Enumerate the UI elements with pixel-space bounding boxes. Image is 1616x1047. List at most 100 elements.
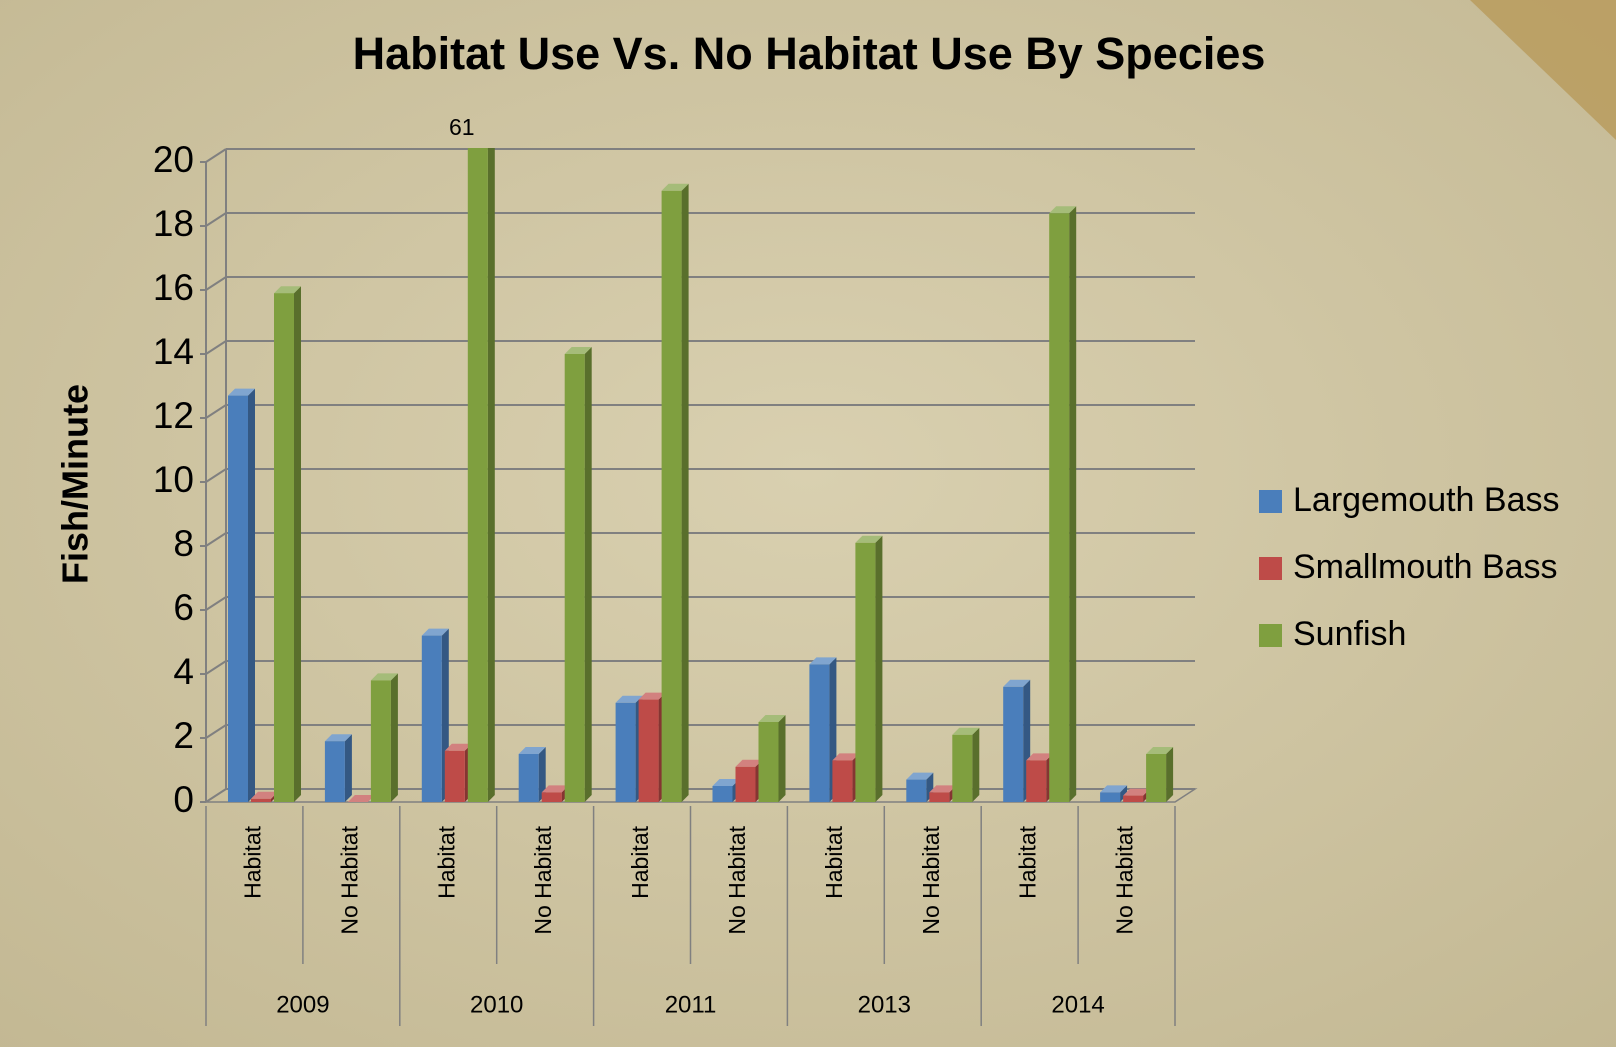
chart-title: Habitat Use Vs. No Habitat Use By Specie…	[353, 28, 1266, 79]
group-label: 2013	[858, 991, 911, 1018]
group-label: 2010	[470, 991, 523, 1018]
bar-top	[929, 785, 957, 793]
bar-side	[294, 286, 301, 802]
bar	[467, 148, 488, 802]
bar	[952, 734, 973, 802]
bar	[444, 750, 465, 802]
bar	[518, 754, 539, 802]
bar-top	[274, 286, 301, 294]
x-tick-label: Habitat	[240, 825, 266, 898]
bar-top	[758, 715, 786, 722]
x-tick-label: No Habitat	[1112, 825, 1138, 934]
bar-side	[1069, 206, 1077, 802]
bar-top	[370, 673, 398, 681]
y-tick-label: 18	[153, 203, 194, 244]
bar-top	[712, 779, 740, 786]
bar-top	[809, 657, 837, 665]
bar-side	[487, 148, 495, 802]
x-tick-label: Habitat	[627, 825, 653, 898]
grid-line-side	[205, 660, 227, 675]
y-tick-label: 4	[173, 651, 194, 692]
bar-side	[875, 535, 883, 802]
bar-side	[584, 347, 592, 802]
x-tick-label: No Habitat	[336, 825, 362, 934]
grid-line-side	[205, 596, 227, 611]
bar-top	[1123, 788, 1151, 796]
bar	[906, 779, 927, 802]
x-tick-label: Habitat	[1015, 825, 1041, 898]
bar-side	[390, 673, 398, 802]
bar-side	[344, 734, 352, 802]
bar-top	[1026, 753, 1054, 761]
grid-line-side	[205, 212, 227, 227]
bar	[324, 741, 345, 802]
grid-line-side	[205, 148, 227, 163]
y-tick-label: 0	[173, 779, 194, 820]
bar	[809, 664, 830, 802]
bar	[1049, 213, 1070, 802]
group-label: 2011	[665, 991, 717, 1018]
bar-top	[228, 388, 255, 396]
legend-swatch	[1259, 624, 1282, 647]
x-tick-label: No Habitat	[724, 825, 750, 934]
y-tick-label: 8	[173, 523, 194, 564]
bar	[615, 702, 636, 802]
grid-line-side	[205, 532, 227, 547]
bar	[1026, 760, 1047, 802]
x-tick-label: No Habitat	[530, 825, 556, 934]
legend-label: Largemouth Bass	[1293, 481, 1560, 519]
x-tick-label: No Habitat	[918, 825, 944, 934]
y-tick-label: 20	[153, 139, 194, 180]
bar	[1100, 792, 1121, 802]
data-label: 61	[449, 114, 475, 140]
grid-line-side	[205, 340, 227, 355]
y-tick-label: 12	[153, 395, 194, 436]
grid-line-side	[205, 788, 227, 803]
bar	[661, 190, 682, 803]
bar	[929, 792, 950, 802]
bar-top	[638, 692, 666, 700]
bar-top	[564, 347, 592, 354]
bar	[1146, 754, 1167, 802]
bar	[370, 680, 391, 802]
bar-top	[1146, 747, 1174, 754]
y-tick-label: 2	[173, 715, 194, 756]
group-label: 2014	[1051, 991, 1104, 1018]
bar-top	[1003, 679, 1031, 687]
grid-line-side	[205, 404, 227, 419]
bar	[712, 786, 733, 802]
corner-decoration	[1470, 0, 1616, 140]
bar-top	[421, 628, 449, 636]
bar	[541, 792, 562, 802]
bar-side	[538, 747, 546, 802]
bar-top	[855, 535, 883, 543]
bar	[1123, 795, 1144, 802]
bar	[228, 395, 248, 802]
grid-line-side	[205, 276, 227, 291]
bar-top	[615, 695, 643, 703]
y-tick-label: 6	[173, 587, 194, 628]
x-tick-label: Habitat	[433, 825, 459, 898]
x-tick-label: Habitat	[821, 825, 847, 898]
bar	[855, 542, 876, 802]
bar-side	[248, 388, 255, 802]
bar-top	[347, 795, 375, 802]
bar-top	[832, 753, 860, 761]
bar	[1003, 686, 1024, 802]
y-tick-label: 14	[153, 331, 194, 372]
legend-swatch	[1259, 490, 1282, 513]
bar-top	[952, 727, 980, 735]
bar-top	[324, 734, 352, 742]
bar	[274, 293, 294, 802]
bar	[251, 798, 271, 802]
bar-side	[681, 183, 689, 803]
bar-side	[1120, 785, 1128, 802]
plot: 0 2 4 6 8 10 12 14 16 18 20 Habitat No Habitat Habita…	[153, 114, 1560, 1026]
bar-top	[1100, 785, 1128, 793]
group-label: 2009	[276, 991, 329, 1018]
legend-label: Smallmouth Bass	[1293, 548, 1558, 586]
grid-line-side	[205, 724, 227, 739]
